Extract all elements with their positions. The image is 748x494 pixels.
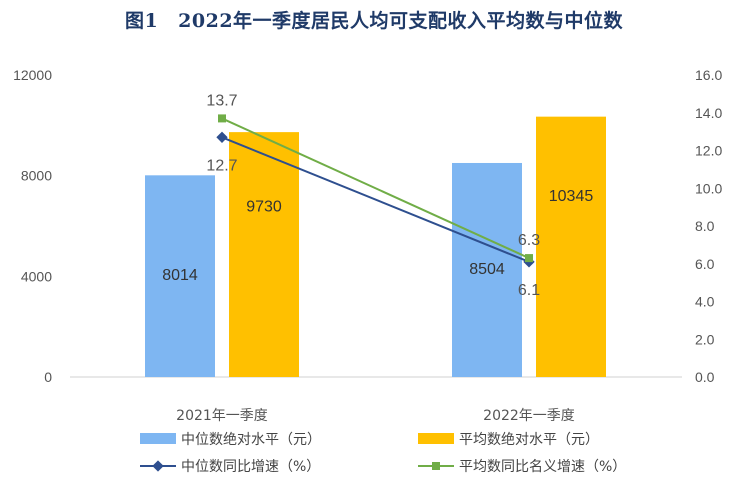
legend-swatch-mean-level: [418, 433, 454, 444]
legend-label-mean-level: 平均数绝对水平（元）: [459, 432, 599, 448]
chart-title: 图1 2022年一季度居民人均可支配收入平均数与中位数: [0, 6, 748, 33]
right-tick-label: 0.0: [695, 369, 715, 385]
category-labels: 2021年一季度 2022年一季度: [176, 408, 575, 424]
legend: 中位数绝对水平（元） 平均数绝对水平（元） 中位数同比增速（%） 平均数同比名义…: [140, 432, 626, 475]
line-labels-layer: 12.7 6.1 13.7 6.3: [206, 92, 540, 298]
legend-label-median-level: 中位数绝对水平（元）: [181, 432, 321, 448]
left-axis-ticks: 0 4000 8000 12000: [13, 67, 52, 385]
line-mean-growth: [221, 117, 530, 259]
marker-mean-growth: [218, 114, 226, 123]
data-label-mean-growth: 6.3: [518, 232, 540, 249]
left-tick-label: 8000: [21, 168, 52, 184]
bar-median-level: [145, 175, 215, 377]
line-median-growth: [221, 136, 530, 263]
data-label-mean-growth: 13.7: [206, 92, 237, 109]
legend-marker-mean-growth: [432, 462, 440, 470]
data-label-mean-level: 9730: [246, 199, 282, 216]
legend-label-median-growth: 中位数同比增速（%）: [181, 459, 320, 475]
bar-median-level: [452, 162, 522, 377]
category-label: 2021年一季度: [176, 408, 268, 424]
data-label-mean-level: 10345: [549, 188, 594, 205]
right-axis-ticks: 0.0 2.0 4.0 6.0 8.0 10.0 12.0 14.0 16.0: [695, 67, 722, 385]
left-tick-label: 0: [44, 369, 52, 385]
right-tick-label: 8.0: [695, 218, 715, 234]
marker-mean-growth: [525, 254, 533, 263]
left-tick-label: 12000: [13, 67, 52, 83]
right-tick-label: 10.0: [695, 180, 722, 196]
right-tick-label: 6.0: [695, 256, 715, 272]
legend-swatch-median-level: [140, 433, 176, 444]
left-tick-label: 4000: [21, 268, 52, 284]
right-tick-label: 4.0: [695, 294, 715, 310]
right-tick-label: 2.0: [695, 331, 715, 347]
lines-layer: [216, 114, 535, 268]
figure-number: 图1: [124, 10, 159, 32]
marker-median-growth: [216, 131, 228, 143]
bar-mean-level: [229, 132, 299, 377]
bar-mean-level: [536, 116, 606, 378]
data-label-median-growth: 12.7: [206, 157, 237, 174]
legend-marker-median-growth: [152, 460, 164, 472]
right-tick-label: 12.0: [695, 143, 722, 159]
figure-title-text: 2022年一季度居民人均可支配收入平均数与中位数: [178, 10, 624, 32]
right-tick-label: 14.0: [695, 105, 722, 121]
data-label-median-level: 8014: [162, 267, 198, 284]
data-label-median-growth: 6.1: [518, 282, 540, 299]
bar-labels-layer: 8014 9730 8504 10345: [162, 188, 593, 284]
data-label-median-level: 8504: [469, 261, 505, 278]
legend-label-mean-growth: 平均数同比名义增速（%）: [459, 459, 626, 475]
bars-layer: [145, 116, 606, 378]
category-label: 2022年一季度: [483, 408, 575, 424]
right-tick-label: 16.0: [695, 67, 722, 83]
